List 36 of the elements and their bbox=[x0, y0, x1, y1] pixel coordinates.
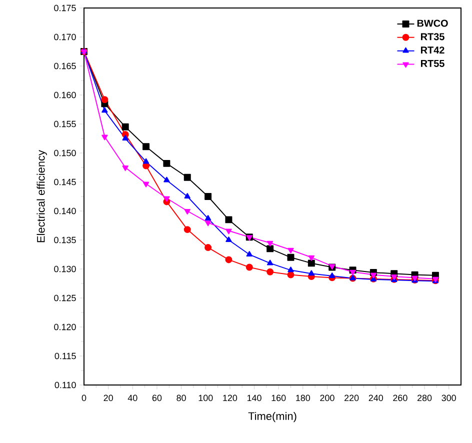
y-tick-label: 0.160 bbox=[54, 92, 76, 98]
x-tick-label: 160 bbox=[272, 394, 286, 402]
x-tick-label: 0 bbox=[82, 394, 86, 402]
legend-label: RT35 bbox=[421, 33, 444, 40]
x-axis-title: Time(min) bbox=[248, 412, 296, 422]
x-tick-label: 20 bbox=[104, 394, 113, 402]
y-axis-title: Electrical efficiency bbox=[36, 150, 47, 242]
x-tick-label: 80 bbox=[176, 394, 186, 402]
y-tick-label: 0.175 bbox=[54, 4, 76, 12]
y-tick-label: 0.115 bbox=[54, 352, 76, 360]
y-tick-label: 0.165 bbox=[54, 62, 76, 70]
legend-label: RT55 bbox=[421, 60, 444, 67]
legend-label: RT42 bbox=[421, 46, 444, 54]
y-tick-label: 0.155 bbox=[54, 120, 76, 128]
y-tick-label: 0.140 bbox=[54, 208, 76, 214]
x-tick-label: 40 bbox=[128, 394, 138, 402]
x-tick-label: 280 bbox=[417, 394, 432, 402]
x-tick-label: 100 bbox=[198, 394, 213, 402]
x-tick-label: 260 bbox=[393, 394, 408, 402]
x-tick-label: 60 bbox=[152, 394, 162, 402]
y-tick-label: 0.170 bbox=[54, 34, 76, 40]
y-tick-label: 0.110 bbox=[54, 382, 76, 388]
x-tick-label: 300 bbox=[442, 394, 456, 402]
x-tick-label: 220 bbox=[344, 394, 359, 402]
x-tick-label: 180 bbox=[296, 394, 310, 402]
y-tick-label: 0.120 bbox=[54, 324, 76, 330]
y-tick-label: 0.125 bbox=[54, 294, 76, 302]
x-tick-label: 200 bbox=[320, 394, 334, 402]
x-tick-label: 240 bbox=[368, 394, 384, 402]
y-tick-label: 0.130 bbox=[54, 266, 76, 272]
y-tick-label: 0.145 bbox=[54, 178, 76, 186]
y-tick-label: 0.150 bbox=[54, 150, 76, 156]
y-tick-label: 0.135 bbox=[54, 236, 76, 244]
x-tick-label: 120 bbox=[223, 394, 238, 402]
legend-label: BWCO bbox=[417, 20, 448, 27]
x-tick-label: 140 bbox=[247, 394, 262, 402]
